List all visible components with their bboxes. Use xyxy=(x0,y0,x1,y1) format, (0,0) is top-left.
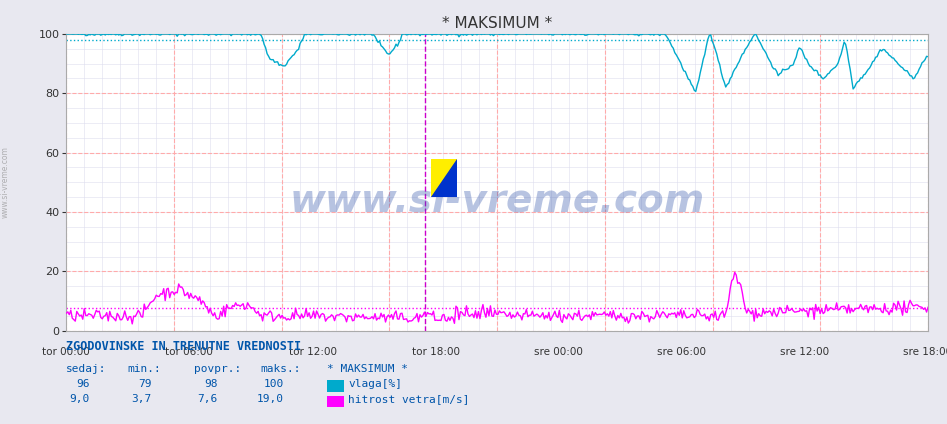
Text: min.:: min.: xyxy=(128,364,162,374)
Text: 19,0: 19,0 xyxy=(257,394,284,404)
Text: tor 06:00: tor 06:00 xyxy=(166,347,213,357)
Text: * MAKSIMUM *: * MAKSIMUM * xyxy=(327,364,408,374)
Text: tor 00:00: tor 00:00 xyxy=(43,347,90,357)
Text: 79: 79 xyxy=(138,379,152,389)
Text: sre 18:00: sre 18:00 xyxy=(903,347,947,357)
Text: vlaga[%]: vlaga[%] xyxy=(348,379,402,389)
Text: tor 18:00: tor 18:00 xyxy=(412,347,459,357)
Text: www.si-vreme.com: www.si-vreme.com xyxy=(290,181,705,219)
Text: 3,7: 3,7 xyxy=(132,394,152,404)
Text: hitrost vetra[m/s]: hitrost vetra[m/s] xyxy=(348,394,470,404)
Polygon shape xyxy=(431,159,457,197)
Title: * MAKSIMUM *: * MAKSIMUM * xyxy=(442,17,552,31)
Text: tor 12:00: tor 12:00 xyxy=(289,347,336,357)
Text: sre 12:00: sre 12:00 xyxy=(780,347,830,357)
Text: 7,6: 7,6 xyxy=(198,394,218,404)
Text: 98: 98 xyxy=(205,379,218,389)
Text: 96: 96 xyxy=(77,379,90,389)
Text: www.si-vreme.com: www.si-vreme.com xyxy=(0,146,9,218)
Text: ZGODOVINSKE IN TRENUTNE VREDNOSTI: ZGODOVINSKE IN TRENUTNE VREDNOSTI xyxy=(66,340,301,353)
Text: povpr.:: povpr.: xyxy=(194,364,241,374)
Text: 9,0: 9,0 xyxy=(70,394,90,404)
Text: maks.:: maks.: xyxy=(260,364,301,374)
Text: sre 06:00: sre 06:00 xyxy=(657,347,706,357)
Text: 100: 100 xyxy=(264,379,284,389)
Polygon shape xyxy=(431,159,457,197)
Text: sedaj:: sedaj: xyxy=(66,364,107,374)
Text: sre 00:00: sre 00:00 xyxy=(534,347,583,357)
